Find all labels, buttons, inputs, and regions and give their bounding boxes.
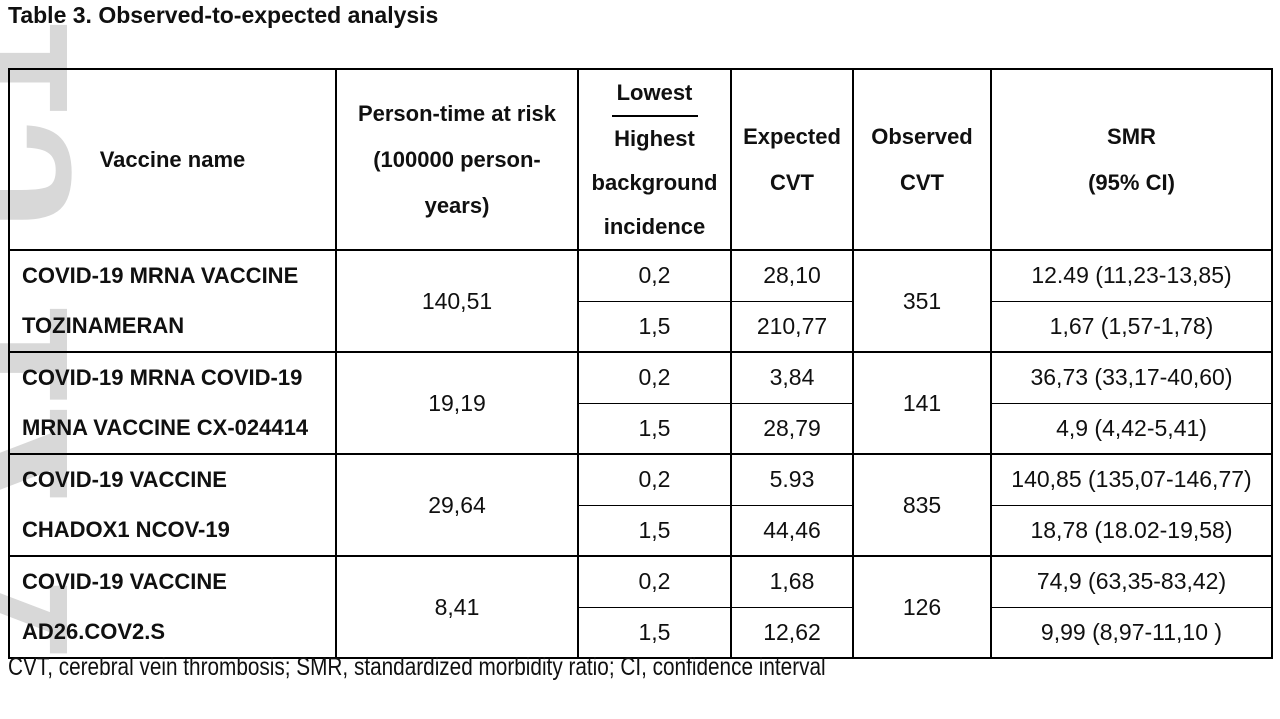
expected-cvt-cell: 28,10 bbox=[730, 249, 854, 302]
smr-cell: 18,78 (18.02-19,58) bbox=[990, 504, 1273, 557]
smr-cell: 140,85 (135,07-146,77) bbox=[990, 453, 1273, 506]
header-person-time: Person-time at risk (100000 person- year… bbox=[335, 68, 579, 251]
expected-cvt-cell: 210,77 bbox=[730, 300, 854, 353]
observed-cvt-cell: 141 bbox=[852, 351, 992, 455]
vaccine-name-line: COVID-19 VACCINE bbox=[22, 467, 227, 492]
vaccine-name-line: CHADOX1 NCOV-19 bbox=[22, 517, 230, 542]
header-background-incidence: Lowest Highest background incidence bbox=[577, 68, 732, 251]
header-smr-line: SMR bbox=[1107, 123, 1156, 149]
table-row: COVID-19 VACCINE AD26.COV2.S 8,41 0,2 1,… bbox=[8, 555, 1273, 659]
incidence-cell: 1,5 bbox=[577, 300, 732, 353]
smr-cell: 1,67 (1,57-1,78) bbox=[990, 300, 1273, 353]
incidence-cell: 0,2 bbox=[577, 249, 732, 302]
header-observed-line: Observed bbox=[871, 123, 973, 149]
header-person-time-line: Person-time at risk bbox=[357, 100, 557, 126]
header-observed-cvt: Observed CVT bbox=[852, 68, 992, 251]
table-title: Table 3. Observed-to-expected analysis bbox=[8, 2, 439, 28]
header-row: Vaccine name Person-time at risk (100000… bbox=[8, 68, 1273, 251]
table-row: COVID-19 MRNA VACCINE TOZINAMERAN 140,51… bbox=[8, 249, 1273, 353]
vaccine-name-cell: COVID-19 VACCINE AD26.COV2.S bbox=[8, 555, 337, 659]
expected-cvt-cell: 5.93 bbox=[730, 453, 854, 506]
table-row: 1,5 28,79 4,9 (4,42-5,41) bbox=[9, 402, 1273, 455]
incidence-cell: 0,2 bbox=[577, 555, 732, 608]
incidence-cell: 1,5 bbox=[577, 504, 732, 557]
vaccine-name-line: MRNA VACCINE CX-024414 bbox=[22, 415, 309, 440]
smr-cell: 74,9 (63,35-83,42) bbox=[990, 555, 1273, 608]
smr-cell: 4,9 (4,42-5,41) bbox=[990, 402, 1273, 455]
vaccine-name-line: COVID-19 MRNA VACCINE bbox=[22, 263, 299, 288]
table-row: COVID-19 MRNA COVID-19 MRNA VACCINE CX-0… bbox=[8, 351, 1273, 455]
vaccine-name-line: COVID-19 MRNA COVID-19 bbox=[22, 365, 303, 390]
vaccine-name-line: TOZINAMERAN bbox=[22, 313, 185, 338]
table-row: COVID-19 VACCINE CHADOX1 NCOV-19 29,64 0… bbox=[8, 453, 1273, 557]
expected-cvt-cell: 3,84 bbox=[730, 351, 854, 404]
header-expected-line: Expected bbox=[743, 123, 841, 149]
header-vaccine-name: Vaccine name bbox=[8, 68, 337, 251]
smr-cell: 9,99 (8,97-11,10 ) bbox=[990, 606, 1273, 659]
incidence-cell: 1,5 bbox=[577, 606, 732, 659]
header-smr-line: (95% CI) bbox=[1088, 169, 1175, 195]
header-incidence-line: Highest bbox=[614, 125, 695, 151]
smr-cell: 36,73 (33,17-40,60) bbox=[990, 351, 1273, 404]
abbreviations-footnote: CVT, cerebral vein thrombosis; SMR, stan… bbox=[8, 653, 826, 681]
table-row: 1,5 210,77 1,67 (1,57-1,78) bbox=[9, 300, 1273, 353]
table-row: 1,5 44,46 18,78 (18.02-19,58) bbox=[9, 504, 1273, 557]
expected-cvt-cell: 28,79 bbox=[730, 402, 854, 455]
person-time-cell: 19,19 bbox=[335, 351, 579, 455]
observed-cvt-cell: 126 bbox=[852, 555, 992, 659]
header-incidence-line: background bbox=[591, 169, 718, 195]
table-row: 1,5 12,62 9,99 (8,97-11,10 ) bbox=[9, 606, 1273, 659]
expected-cvt-cell: 44,46 bbox=[730, 504, 854, 557]
vaccine-name-line: COVID-19 VACCINE bbox=[22, 569, 227, 594]
header-person-time-line: years) bbox=[424, 192, 490, 218]
incidence-cell: 0,2 bbox=[577, 351, 732, 404]
header-incidence-line: incidence bbox=[603, 213, 706, 239]
expected-cvt-cell: 12,62 bbox=[730, 606, 854, 659]
header-observed-line: CVT bbox=[900, 169, 944, 195]
header-incidence-lowest: Lowest bbox=[616, 79, 693, 105]
person-time-cell: 8,41 bbox=[335, 555, 579, 659]
fraction-divider-line bbox=[611, 114, 698, 117]
observed-to-expected-table: Vaccine name Person-time at risk (100000… bbox=[8, 68, 1273, 659]
incidence-cell: 0,2 bbox=[577, 453, 732, 506]
observed-cvt-cell: 835 bbox=[852, 453, 992, 557]
observed-cvt-cell: 351 bbox=[852, 249, 992, 353]
incidence-cell: 1,5 bbox=[577, 402, 732, 455]
vaccine-name-cell: COVID-19 VACCINE CHADOX1 NCOV-19 bbox=[8, 453, 337, 557]
header-expected-cvt: Expected CVT bbox=[730, 68, 854, 251]
vaccine-name-cell: COVID-19 MRNA VACCINE TOZINAMERAN bbox=[8, 249, 337, 353]
header-expected-line: CVT bbox=[770, 169, 814, 195]
smr-cell: 12.49 (11,23-13,85) bbox=[990, 249, 1273, 302]
person-time-cell: 29,64 bbox=[335, 453, 579, 557]
vaccine-name-line: AD26.COV2.S bbox=[22, 619, 166, 644]
header-person-time-line: (100000 person- bbox=[373, 146, 541, 172]
vaccine-name-cell: COVID-19 MRNA COVID-19 MRNA VACCINE CX-0… bbox=[8, 351, 337, 455]
header-smr: SMR (95% CI) bbox=[990, 68, 1273, 251]
person-time-cell: 140,51 bbox=[335, 249, 579, 353]
expected-cvt-cell: 1,68 bbox=[730, 555, 854, 608]
